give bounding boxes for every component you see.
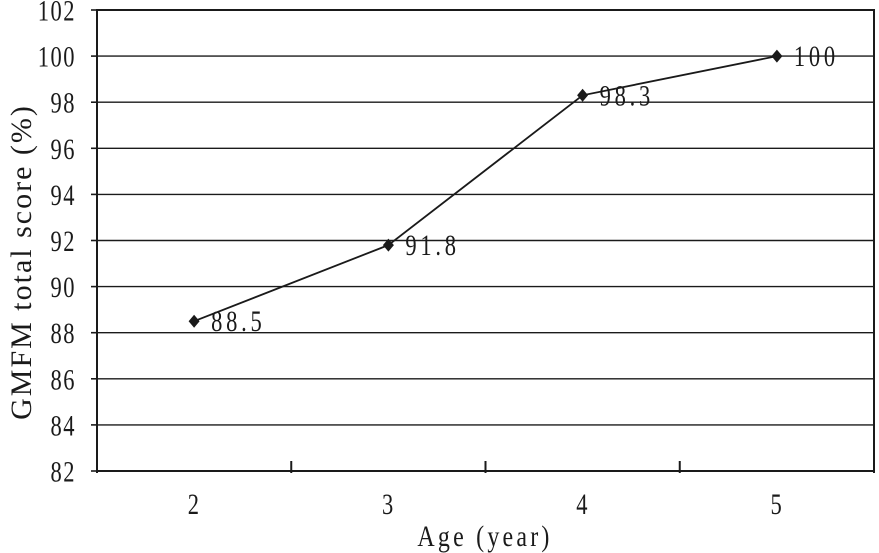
data-point-marker xyxy=(577,88,589,102)
x-axis-title: Age (year) xyxy=(417,519,552,552)
gridlines-group xyxy=(97,55,874,426)
data-point-label: 100 xyxy=(794,39,839,73)
data-line xyxy=(193,55,778,323)
y-axis-tick-labels-group: 82 84 86 88 90 92 94 96 98 100 102 xyxy=(38,0,76,488)
y-axis-tick-label: 102 xyxy=(38,0,76,27)
data-point-marker xyxy=(771,49,783,63)
data-point-marker xyxy=(188,314,200,328)
y-axis-tick-label: 88 xyxy=(51,316,76,350)
y-axis-tick-label: 82 xyxy=(51,454,76,488)
plot-border xyxy=(96,9,875,472)
x-axis-tick-label: 5 xyxy=(771,487,784,521)
x-axis-tick-label: 3 xyxy=(382,487,395,521)
data-point-label: 91.8 xyxy=(405,228,459,262)
y-axis-tick-label: 84 xyxy=(51,408,76,442)
y-axis-tick-label: 86 xyxy=(51,362,76,396)
x-axis-tick-labels-group: 2 3 4 5 xyxy=(188,487,784,521)
y-axis-tick-label: 94 xyxy=(51,178,76,212)
y-axis-tick-label: 90 xyxy=(51,270,76,304)
y-axis-tick-label: 96 xyxy=(51,132,76,166)
data-series-group: 88.5 91.8 98.3 100 xyxy=(188,39,839,338)
x-axis-tick-label: 2 xyxy=(188,487,201,521)
data-point-marker xyxy=(382,238,394,252)
data-point-label: 88.5 xyxy=(211,304,265,338)
y-axis-tick-label: 98 xyxy=(51,86,76,120)
y-axis-title: GMFM total score (%) xyxy=(5,104,38,420)
x-axis-tick-label: 4 xyxy=(576,487,589,521)
y-axis-tick-label: 92 xyxy=(51,224,76,258)
y-axis-tick-label: 100 xyxy=(38,39,76,73)
data-point-label: 98.3 xyxy=(600,78,654,112)
